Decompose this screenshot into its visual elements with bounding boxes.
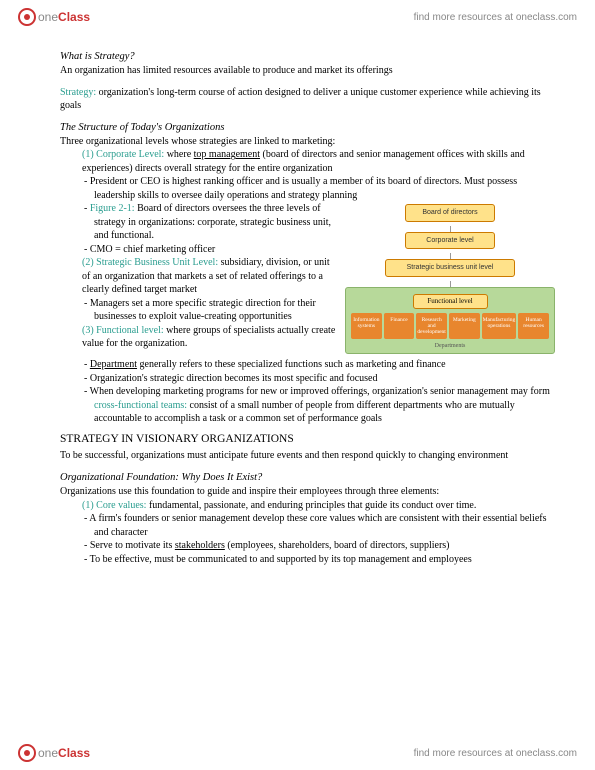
num: (1) (82, 500, 96, 511)
dept-box: Information systems (351, 313, 382, 339)
dept-box: Research and development (416, 313, 447, 339)
term: Strategic Business Unit Level: (96, 257, 218, 268)
term: cross-functional teams: (94, 400, 187, 411)
brand-name: oneClass (38, 10, 90, 24)
bullet: When developing marketing programs for n… (60, 385, 555, 426)
bullet: A firm's founders or senior management d… (60, 512, 555, 539)
term: Corporate Level: (96, 149, 164, 160)
underline: Department (90, 359, 137, 370)
text: fundamental, passionate, and enduring pr… (146, 500, 476, 511)
bullet: To be effective, must be communicated to… (60, 553, 555, 567)
para: Three organizational levels whose strate… (60, 135, 555, 149)
term: Strategy: (60, 87, 96, 98)
diagram-functional-panel: Functional level Information systems Fin… (345, 287, 555, 355)
text: Serve to motivate its (90, 540, 175, 551)
diagram-box-corporate: Corporate level (405, 232, 495, 249)
diagram-box-board: Board of directors (405, 204, 495, 221)
definition: organization's long-term course of actio… (60, 87, 541, 112)
brand-logo: oneClass (18, 8, 90, 26)
diagram-box-functional: Functional level (413, 294, 488, 309)
header-link[interactable]: find more resources at oneclass.com (414, 12, 577, 23)
section-heading: Organizational Foundation: Why Does It E… (60, 471, 555, 485)
brand-logo: oneClass (18, 744, 90, 762)
dept-box: Marketing (449, 313, 480, 339)
bullet: Department generally refers to these spe… (60, 358, 555, 372)
dept-label: Departments (351, 342, 549, 350)
bullet: Serve to motivate its stakeholders (empl… (60, 539, 555, 553)
list-item: (1) Core values: fundamental, passionate… (60, 499, 555, 513)
section-heading: The Structure of Today's Organizations (60, 121, 555, 135)
bullet: President or CEO is highest ranking offi… (60, 175, 555, 202)
org-levels-diagram: Board of directors Corporate level Strat… (345, 204, 555, 354)
num: (1) (82, 149, 96, 160)
figure-ref: Figure 2-1: (90, 203, 135, 214)
list-item: (1) Corporate Level: where top managemen… (60, 148, 555, 175)
logo-icon (18, 8, 36, 26)
num: (2) (82, 257, 96, 268)
diagram-box-sbu: Strategic business unit level (385, 259, 515, 276)
dept-box: Manufacturing operations (482, 313, 517, 339)
text: When developing marketing programs for n… (90, 386, 550, 397)
dept-box: Human resources (518, 313, 549, 339)
text: (employees, shareholders, board of direc… (225, 540, 450, 551)
para: Organizations use this foundation to gui… (60, 485, 555, 499)
para: Strategy: organization's long-term cours… (60, 86, 555, 113)
document-body: What is Strategy? An organization has li… (60, 50, 555, 720)
para: To be successful, organizations must ant… (60, 449, 555, 463)
bullet: Organization's strategic direction becom… (60, 372, 555, 386)
brand-name: oneClass (38, 746, 90, 760)
page-header: oneClass find more resources at oneclass… (0, 0, 595, 34)
logo-icon (18, 744, 36, 762)
num: (3) (82, 325, 96, 336)
page-footer: oneClass find more resources at oneclass… (0, 736, 595, 770)
term: Core values: (96, 500, 146, 511)
section-heading: What is Strategy? (60, 50, 555, 64)
para: An organization has limited resources av… (60, 64, 555, 78)
text: generally refers to these specialized fu… (137, 359, 446, 370)
underline: stakeholders (175, 540, 225, 551)
section-heading: STRATEGY IN VISIONARY ORGANIZATIONS (60, 432, 555, 448)
dept-box: Finance (384, 313, 415, 339)
term: Functional level: (96, 325, 164, 336)
footer-link[interactable]: find more resources at oneclass.com (414, 748, 577, 759)
